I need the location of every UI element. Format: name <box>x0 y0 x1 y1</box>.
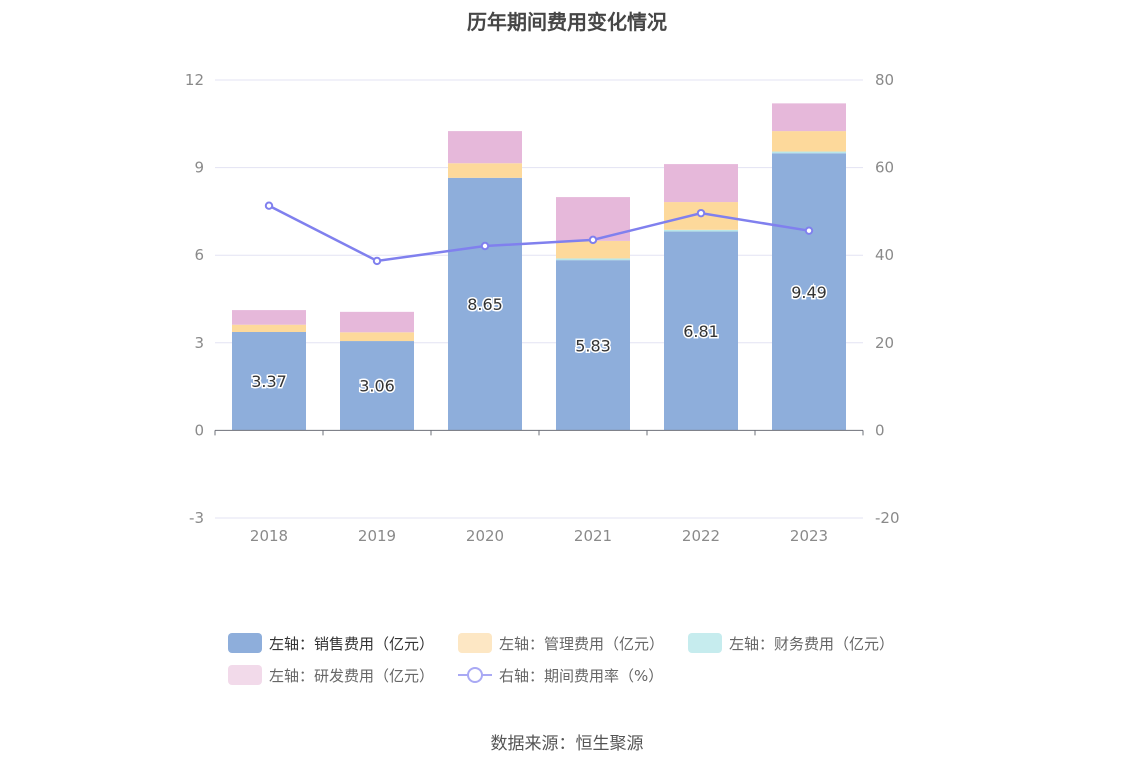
legend-label-finance: 左轴：财务费用（亿元） <box>729 634 895 653</box>
bar-segment <box>232 310 306 325</box>
legend-item-rnd[interactable]: 左轴：研发费用（亿元） <box>228 662 434 688</box>
bar-segment <box>772 153 846 431</box>
left-axis-tick-label: 0 <box>194 421 204 439</box>
left-axis-tick-label: 12 <box>185 71 204 89</box>
expense-rate-point <box>588 235 598 245</box>
bar-segment <box>556 258 630 261</box>
bar-segment <box>772 103 846 132</box>
bar-segment <box>664 229 738 232</box>
bar-segment <box>664 164 738 203</box>
legend-label-admin: 左轴：管理费用（亿元） <box>499 634 665 653</box>
legend-item-sales[interactable]: 左轴：销售费用（亿元） <box>228 630 434 656</box>
legend-label-expense-rate: 右轴：期间费用率（%） <box>499 666 664 685</box>
bar-segment <box>448 163 522 178</box>
bar-data-label: 8.65 <box>467 295 503 314</box>
x-axis-tick-label: 2020 <box>466 527 504 545</box>
x-axis-tick-label: 2019 <box>358 527 396 545</box>
expense-rate-point <box>696 208 706 218</box>
expense-rate-point <box>480 241 490 251</box>
bar-data-label: 6.81 <box>683 322 719 341</box>
chart-plot: -3 0 3 6 9 12 -20 0 20 40 60 80 2018 2019 2020 2021 2022… <box>185 71 900 545</box>
legend-item-expense-rate[interactable]: 右轴：期间费用率（%） <box>458 662 663 688</box>
left-axis-tick-label: 6 <box>194 246 204 264</box>
bar-segment <box>232 324 306 332</box>
bar-segment <box>772 131 846 152</box>
expense-rate-point <box>804 226 814 235</box>
legend-swatch-sales <box>228 633 262 653</box>
chart-title: 历年期间费用变化情况 <box>467 10 667 34</box>
bar-segment <box>556 240 630 259</box>
expense-rate-point <box>372 256 382 266</box>
bar-segment <box>556 260 630 431</box>
bar-data-label: 3.06 <box>359 377 395 396</box>
right-axis-tick-label: 20 <box>875 334 894 352</box>
expense-rate-point <box>264 201 274 210</box>
right-axis-tick-label: 80 <box>875 71 894 89</box>
right-axis-tick-label: 60 <box>875 159 894 177</box>
legend-label-sales: 左轴：销售费用（亿元） <box>269 634 435 653</box>
legend-item-finance[interactable]: 左轴：财务费用（亿元） <box>688 630 894 656</box>
left-axis-tick-label: 9 <box>194 159 204 177</box>
legend-line-marker-icon <box>458 665 492 685</box>
bar-segment <box>340 332 414 342</box>
bar-data-label: 9.49 <box>791 283 827 302</box>
bar-segment <box>772 151 846 154</box>
data-source-note: 数据来源：恒生聚源 <box>490 734 644 754</box>
bar-segment <box>448 177 522 431</box>
x-axis-tick-label: 2023 <box>790 527 828 545</box>
right-axis-tick-label: 40 <box>875 246 894 264</box>
right-axis-tick-label: 0 <box>875 421 885 439</box>
legend-label-rnd: 左轴：研发费用（亿元） <box>269 666 435 685</box>
bar-segment <box>448 131 522 164</box>
left-axis-tick-label: 3 <box>194 334 204 352</box>
legend-item-admin[interactable]: 左轴：管理费用（亿元） <box>458 630 664 656</box>
legend-swatch-admin <box>458 633 492 653</box>
legend-swatch-finance <box>688 633 722 653</box>
expense-rate-line <box>268 204 810 263</box>
x-axis-tick-label: 2022 <box>682 527 720 545</box>
left-axis-tick-label: -3 <box>189 509 204 527</box>
bar-segment <box>340 341 414 431</box>
legend-swatch-rnd <box>228 665 262 685</box>
right-axis-tick-label: -20 <box>875 509 900 527</box>
x-axis-tick-label: 2021 <box>574 527 612 545</box>
bar-segment <box>340 311 414 333</box>
x-axis-tick-label: 2018 <box>250 527 288 545</box>
bar-segment <box>232 331 306 431</box>
bar-data-label: 3.37 <box>251 372 287 391</box>
bar-data-label: 5.83 <box>575 336 611 355</box>
bar-segment <box>664 231 738 431</box>
